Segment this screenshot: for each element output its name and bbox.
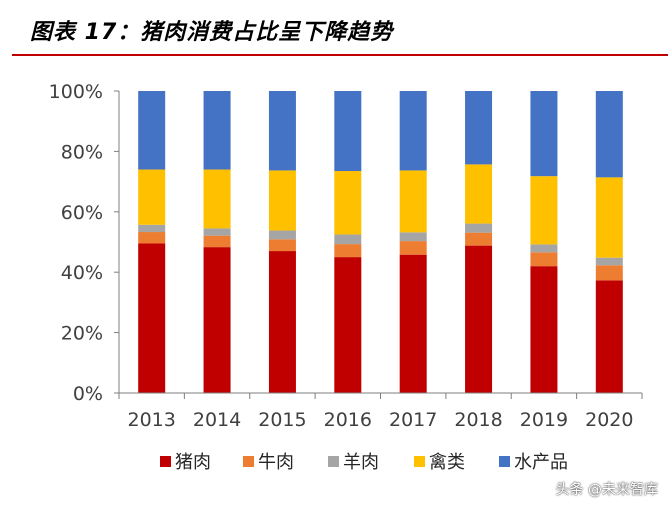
bar-2018-series-2 bbox=[465, 223, 493, 233]
bar-2020-series-2 bbox=[595, 257, 623, 266]
y-axis-labels: 0% 20% 40% 60% 80% 100% bbox=[49, 81, 103, 405]
bar-2020-series-3 bbox=[595, 177, 623, 258]
bar-2017-series-2 bbox=[399, 232, 427, 242]
x-tick-label-2020: 2020 bbox=[585, 409, 633, 431]
bar-2013-series-4 bbox=[138, 91, 166, 170]
bar-2013-series-2 bbox=[138, 224, 166, 233]
title-underline bbox=[12, 54, 668, 56]
legend-swatch-0 bbox=[160, 456, 171, 467]
bar-2013-series-1 bbox=[138, 232, 166, 244]
legend-swatch-3 bbox=[414, 456, 425, 467]
x-tick-label-2018: 2018 bbox=[454, 409, 502, 431]
x-tick-label-2016: 2016 bbox=[324, 409, 372, 431]
bar-2015-series-4 bbox=[268, 91, 296, 171]
bars bbox=[138, 91, 623, 393]
bar-2014-series-3 bbox=[203, 169, 231, 229]
chart-title: 图表 17：猪肉消费占比呈下降趋势 bbox=[30, 20, 394, 45]
x-tick-label-2015: 2015 bbox=[258, 409, 306, 431]
bar-2014-series-1 bbox=[203, 235, 231, 248]
bar-2019-series-0 bbox=[530, 266, 558, 393]
bar-2013-series-3 bbox=[138, 169, 166, 225]
bar-2013-series-0 bbox=[138, 243, 166, 393]
y-tick-label-0: 0% bbox=[73, 383, 103, 405]
bar-2015-series-3 bbox=[268, 170, 296, 231]
bar-2017-series-3 bbox=[399, 170, 427, 233]
x-axis-labels: 2013 2014 2015 2016 2017 2018 2019 2020 bbox=[128, 409, 634, 431]
x-tick-label-2014: 2014 bbox=[193, 409, 241, 431]
bar-2019-series-4 bbox=[530, 91, 558, 177]
bar-2017-series-4 bbox=[399, 91, 427, 171]
bar-2014-series-4 bbox=[203, 91, 231, 170]
x-tick-label-2019: 2019 bbox=[520, 409, 568, 431]
bar-2018-series-0 bbox=[465, 245, 493, 393]
legend-label-3: 禽类 bbox=[429, 452, 465, 473]
bar-2014-series-2 bbox=[203, 228, 231, 236]
bar-2018-series-3 bbox=[465, 164, 493, 224]
bar-2016-series-1 bbox=[334, 244, 362, 258]
bar-2017-series-1 bbox=[399, 241, 427, 255]
legend-label-1: 牛肉 bbox=[258, 452, 294, 473]
bar-2020-series-1 bbox=[595, 265, 623, 281]
bar-2015-series-2 bbox=[268, 230, 296, 240]
legend-swatch-1 bbox=[243, 456, 254, 467]
y-tick-label-2: 40% bbox=[61, 262, 103, 284]
bar-2014-series-0 bbox=[203, 247, 231, 393]
bar-2018-series-4 bbox=[465, 91, 493, 165]
legend-label-4: 水产品 bbox=[514, 452, 568, 473]
bar-2015-series-0 bbox=[268, 251, 296, 393]
legend-swatch-2 bbox=[328, 456, 339, 467]
bar-2016-series-0 bbox=[334, 257, 362, 393]
y-tick-label-1: 20% bbox=[61, 323, 103, 345]
legend-label-0: 猪肉 bbox=[175, 452, 211, 473]
watermark-text: 头条 @未来智库 bbox=[555, 482, 658, 498]
bar-2018-series-1 bbox=[465, 232, 493, 246]
bar-2015-series-1 bbox=[268, 239, 296, 252]
bar-2019-series-3 bbox=[530, 176, 558, 245]
bar-2017-series-0 bbox=[399, 254, 427, 393]
bar-2019-series-1 bbox=[530, 252, 558, 267]
y-tick-label-3: 60% bbox=[61, 202, 103, 224]
y-tick-label-4: 80% bbox=[61, 141, 103, 163]
bar-2016-series-3 bbox=[334, 171, 362, 235]
bar-2020-series-4 bbox=[595, 91, 623, 178]
legend-swatch-4 bbox=[499, 456, 510, 467]
x-tick-label-2013: 2013 bbox=[128, 409, 176, 431]
legend-label-2: 羊肉 bbox=[343, 452, 379, 473]
bar-2020-series-0 bbox=[595, 280, 623, 393]
legend: 猪肉 牛肉 羊肉 禽类 水产品 bbox=[160, 452, 568, 473]
x-tick-label-2017: 2017 bbox=[389, 409, 437, 431]
bar-2019-series-2 bbox=[530, 244, 558, 253]
y-tick-label-5: 100% bbox=[49, 81, 103, 103]
bar-2016-series-4 bbox=[334, 91, 362, 172]
bar-2016-series-2 bbox=[334, 234, 362, 245]
axes bbox=[114, 90, 643, 399]
